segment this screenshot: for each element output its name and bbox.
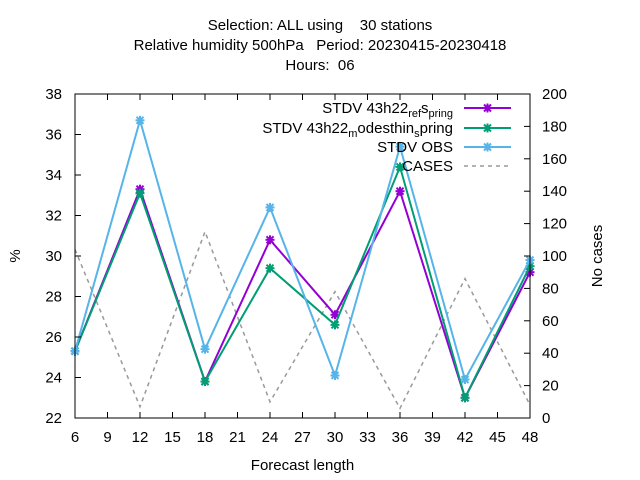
x-tick-label: 48 xyxy=(522,429,539,446)
y2-tick-label: 140 xyxy=(542,183,567,200)
axes-layer: 6 9 12 15 18 21 24 27 30 33 36 39 42 45 48 22 24 26 28 30 32… xyxy=(45,86,567,446)
y2-tick-label: 160 xyxy=(542,151,567,168)
x-tick-label: 12 xyxy=(132,429,149,446)
y-tick-label: 32 xyxy=(45,208,62,225)
x-tick-label: 15 xyxy=(164,429,181,446)
y-tick-label: 34 xyxy=(45,167,62,184)
y2-tick-label: 80 xyxy=(542,280,559,297)
legend-entry-1: STDV 43h22modesthinspring xyxy=(262,120,511,140)
y-tick-label: 36 xyxy=(45,127,62,144)
series-line xyxy=(74,163,531,401)
x-tick-label: 42 xyxy=(457,429,474,446)
chart-title-line-1: Selection: ALL using 30 stations xyxy=(207,17,433,34)
x-tick-label: 9 xyxy=(103,429,111,446)
series-1 xyxy=(70,162,535,403)
x-tick-label: 24 xyxy=(262,429,279,446)
x-tick-label: 30 xyxy=(327,429,344,446)
y-tick-label: 26 xyxy=(45,329,62,346)
x-tick-label: 33 xyxy=(359,429,376,446)
legend-entry-0: STDV 43h22refspring xyxy=(322,100,511,120)
y2-tick-label: 200 xyxy=(542,86,567,103)
series-2 xyxy=(70,115,535,385)
series-line xyxy=(74,186,531,401)
legend-label: STDV OBS xyxy=(377,139,453,156)
y2-tick-label: 100 xyxy=(542,248,567,265)
x-tick-label: 18 xyxy=(197,429,214,446)
x-tick-label: 39 xyxy=(424,429,441,446)
y-axis-label: % xyxy=(7,249,24,262)
y-tick-label: 28 xyxy=(45,289,62,306)
x-tick-label: 6 xyxy=(71,429,79,446)
y2-tick-label: 60 xyxy=(542,313,559,330)
x-tick-label: 21 xyxy=(229,429,246,446)
x-tick-label: 36 xyxy=(392,429,409,446)
chart-title-line-3: Hours: 06 xyxy=(285,57,355,74)
legend-entry-2: STDV OBS xyxy=(377,139,511,156)
series-line xyxy=(74,116,531,383)
y2-tick-label: 120 xyxy=(542,216,567,233)
series-line xyxy=(74,229,531,410)
series-3 xyxy=(74,229,531,410)
y-tick-label: 22 xyxy=(45,410,62,427)
x-axis-label: Forecast length xyxy=(251,457,354,474)
series-layer xyxy=(70,115,535,410)
y2-tick-label: 180 xyxy=(542,118,567,135)
y-tick-label: 30 xyxy=(45,248,62,265)
legend-entry-3: CASES xyxy=(402,158,511,175)
chart-title-line-2: Relative humidity 500hPa Period: 2023041… xyxy=(133,37,507,54)
y-tick-label: 38 xyxy=(45,86,62,103)
y2-tick-label: 0 xyxy=(542,410,550,427)
y2-axis-label: No cases xyxy=(589,225,606,288)
x-tick-label: 45 xyxy=(489,429,506,446)
y2-tick-label: 20 xyxy=(542,378,559,395)
y-tick-label: 24 xyxy=(45,370,62,387)
legend-label: STDV 43h22refspring xyxy=(322,100,453,120)
legend-label: STDV 43h22modesthinspring xyxy=(262,120,453,140)
x-tick-label: 27 xyxy=(294,429,311,446)
legend-label: CASES xyxy=(402,158,453,175)
y2-tick-label: 40 xyxy=(542,345,559,362)
